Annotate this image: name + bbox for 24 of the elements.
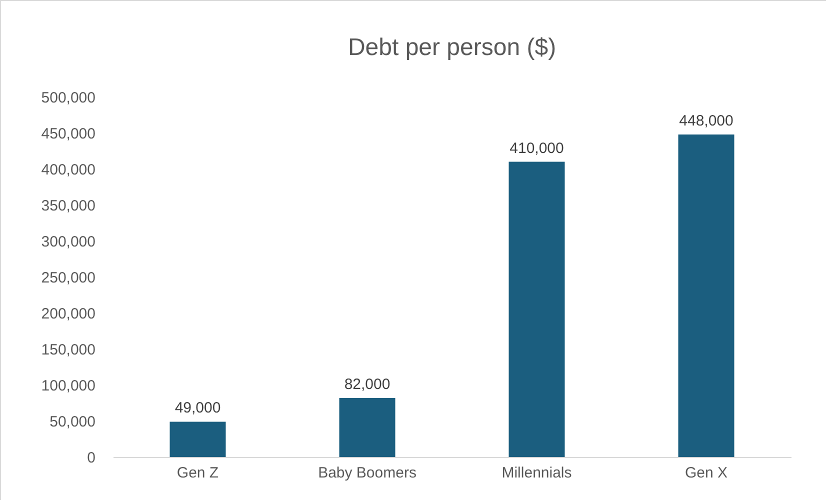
y-tick-label: 100,000 (41, 378, 96, 394)
y-tick-label: 500,000 (41, 90, 96, 106)
data-label: 410,000 (510, 140, 564, 157)
bar (339, 398, 396, 457)
y-tick-label: 50,000 (50, 414, 96, 430)
x-tick-label: Gen Z (176, 464, 219, 482)
y-tick-label: 350,000 (41, 198, 96, 214)
y-tick-label: 400,000 (41, 162, 96, 178)
y-tick-label: 250,000 (41, 270, 96, 286)
data-label: 448,000 (679, 112, 734, 130)
y-tick-label: 450,000 (41, 126, 96, 142)
bar (170, 422, 226, 457)
data-label: 82,000 (344, 376, 390, 393)
chart-title: Debt per person ($) (348, 34, 556, 61)
bar (508, 162, 565, 457)
y-tick-label: 0 (87, 450, 96, 466)
x-tick-label: Millennials (502, 464, 572, 482)
bar (678, 134, 734, 457)
y-tick-label: 150,000 (41, 342, 96, 358)
x-tick-label: Gen X (684, 464, 728, 482)
x-tick-label: Baby Boomers (318, 464, 416, 482)
data-label: 49,000 (174, 400, 221, 417)
y-tick-label: 300,000 (41, 234, 96, 250)
y-tick-label: 200,000 (41, 306, 96, 322)
